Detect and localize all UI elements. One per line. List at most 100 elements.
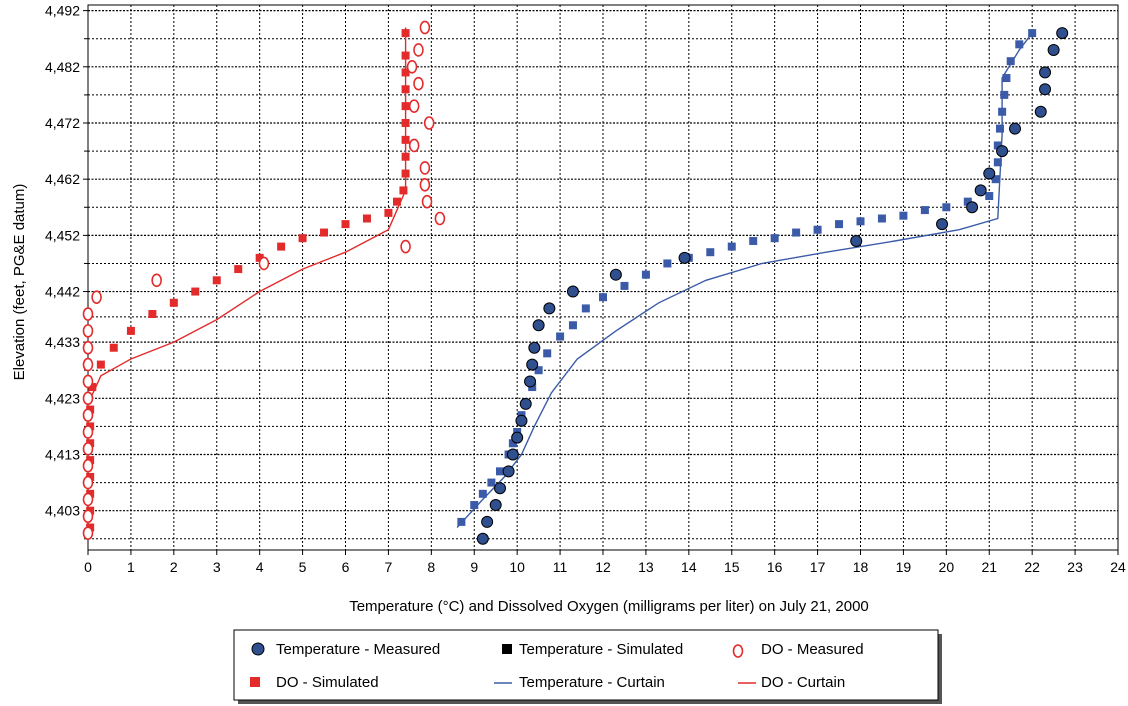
series-do-curtain	[87, 27, 407, 405]
data-point	[82, 391, 94, 406]
data-point	[401, 102, 410, 111]
data-point	[1006, 57, 1015, 66]
y-tick-label: 4,482	[45, 59, 80, 75]
data-point	[568, 321, 577, 330]
data-point	[277, 242, 286, 251]
data-point	[792, 228, 801, 237]
data-point	[401, 135, 410, 144]
y-axis-title: Elevation (feet, PG&E datum)	[11, 184, 28, 381]
data-point	[993, 141, 1002, 150]
data-point	[526, 358, 539, 371]
data-point	[82, 526, 94, 540]
x-tick-label: 4	[256, 559, 264, 575]
legend-do-simulated-label: DO - Simulated	[276, 674, 379, 691]
data-point	[82, 458, 94, 473]
y-tick-label: 4,492	[45, 3, 80, 19]
data-point	[983, 167, 996, 180]
data-point	[524, 375, 537, 388]
data-point	[481, 515, 494, 528]
data-point	[1002, 74, 1011, 83]
data-point	[255, 253, 264, 262]
x-tick-label: 10	[509, 559, 525, 575]
data-point	[234, 265, 243, 274]
data-point	[974, 184, 987, 197]
data-point	[151, 273, 162, 288]
series-temperature-measured	[476, 27, 1069, 545]
data-point	[1056, 27, 1069, 40]
data-point	[1015, 40, 1024, 49]
y-tick-label: 4,413	[45, 446, 80, 462]
y-tick-label: 4,403	[45, 503, 80, 519]
data-point	[489, 499, 502, 512]
x-tick-label: 3	[213, 559, 221, 575]
data-point	[401, 169, 410, 178]
data-point	[641, 270, 650, 279]
x-tick-label: 6	[342, 559, 350, 575]
data-point	[96, 360, 105, 369]
x-tick-label: 13	[638, 559, 654, 575]
y-tick-label: 4,462	[45, 171, 80, 187]
data-point	[423, 116, 435, 130]
data-point	[1034, 105, 1047, 118]
data-point	[609, 268, 622, 281]
data-point	[534, 366, 543, 375]
data-point	[212, 276, 221, 285]
y-tick-label: 4,442	[45, 284, 80, 300]
data-point	[401, 118, 410, 127]
data-point	[528, 341, 541, 354]
data-point	[508, 439, 517, 448]
x-tick-label: 21	[981, 559, 997, 575]
data-point	[993, 158, 1002, 167]
y-tick-label: 4,433	[45, 334, 80, 350]
y-tick-label: 4,452	[45, 227, 80, 243]
data-point	[966, 201, 979, 214]
data-point	[470, 501, 479, 510]
x-tick-label: 8	[427, 559, 435, 575]
data-point	[1028, 29, 1037, 38]
data-point	[82, 425, 94, 439]
series-temperature-curtain	[456, 32, 1033, 528]
x-tick-label: 9	[470, 559, 478, 575]
data-point	[835, 220, 844, 229]
data-point	[1039, 83, 1052, 96]
data-point	[494, 482, 506, 495]
x-tick-label: 5	[299, 559, 307, 575]
x-tick-label: 2	[170, 559, 178, 575]
data-point	[401, 29, 410, 38]
legend-do-curtain-label: DO - Curtain	[761, 674, 845, 691]
legend-temp-measured-marker	[251, 642, 265, 656]
data-point	[749, 236, 758, 245]
data-point	[920, 206, 929, 215]
data-point	[487, 478, 496, 487]
data-point	[421, 194, 433, 209]
data-point	[400, 239, 411, 254]
data-point	[727, 242, 736, 251]
x-tick-label: 17	[810, 559, 826, 575]
data-point	[899, 211, 908, 220]
x-tick-label: 22	[1024, 559, 1040, 575]
data-point	[82, 324, 94, 338]
data-point	[476, 532, 489, 545]
series-line-do-curtain	[87, 27, 407, 405]
data-point	[996, 145, 1009, 158]
data-point	[985, 192, 994, 201]
y-axis: 4,403 4,413 4,423 4,433 4,442 4,452 4,462 4,472…	[45, 3, 88, 540]
data-point	[1039, 66, 1052, 79]
data-point	[126, 326, 135, 335]
data-point	[813, 225, 822, 234]
data-point	[936, 218, 949, 231]
data-point	[401, 85, 410, 94]
data-point	[384, 208, 393, 217]
data-point	[88, 383, 97, 392]
data-point	[457, 517, 466, 526]
x-tick-label: 12	[595, 559, 611, 575]
data-point	[82, 374, 94, 389]
x-axis: 0 1 2 3 4 5 6 7 8 9 10 11 12 13 14 15 16 17 18 19 20 21 22 23 24	[84, 550, 1126, 575]
data-point	[581, 304, 590, 313]
data-point	[478, 489, 487, 498]
legend-box	[233, 629, 939, 701]
data-point	[298, 234, 307, 243]
legend-temp-simulated-label: Temperature - Simulated	[519, 641, 683, 658]
x-tick-label: 19	[896, 559, 912, 575]
